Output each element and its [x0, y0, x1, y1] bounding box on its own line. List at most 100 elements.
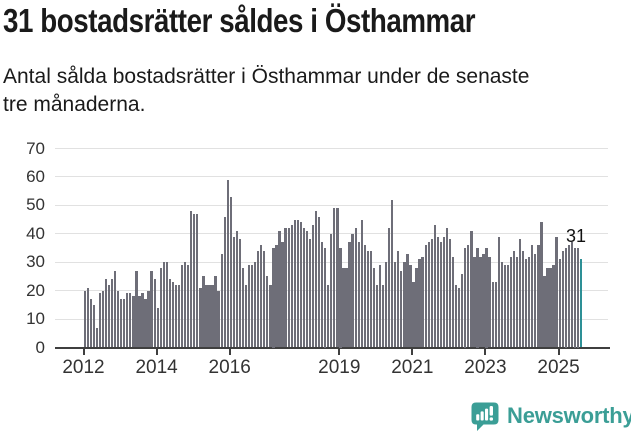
chart-bar: [180, 265, 184, 348]
chart-bar: [464, 248, 467, 348]
chart-bar: [284, 228, 287, 348]
chart-bar: [445, 228, 449, 348]
chart-bar: [287, 228, 290, 348]
chart-bar: [427, 242, 430, 348]
chart-bar: [391, 199, 394, 348]
chart-bar: [479, 256, 482, 348]
chart-bar: [150, 270, 153, 348]
chart-bar: [299, 222, 302, 348]
chart-bar: [135, 270, 138, 348]
newsworthy-logo: Newsworthy: [470, 399, 631, 433]
chart-bar: [257, 250, 260, 348]
chart-bar: [561, 250, 564, 348]
chart-bar: [317, 216, 321, 348]
x-axis-label: 2019: [318, 356, 361, 378]
chart-bar: [95, 327, 98, 348]
chart-bar: [272, 248, 275, 348]
chart-bar: [244, 284, 248, 348]
y-axis-label: 30: [26, 252, 45, 272]
chart-bar: [546, 267, 549, 348]
chart-bar: [305, 230, 309, 348]
y-gridline: [55, 148, 608, 149]
chart-bar: [482, 253, 485, 348]
chart-bar: [521, 250, 525, 348]
chart-bar: [190, 211, 193, 348]
chart-bar: [333, 208, 336, 348]
chart-bar: [503, 265, 506, 348]
chart-bar: [89, 299, 92, 348]
chart-bar: [381, 284, 385, 348]
chart-bar: [433, 225, 436, 348]
chart-bar: [314, 211, 318, 348]
y-axis-label: 50: [26, 195, 45, 215]
chart-subtitle: Antal sålda bostadsrätter i Östhammar un…: [3, 63, 529, 119]
x-axis-tick: [484, 348, 487, 355]
chart-bar: [250, 265, 254, 348]
chart-bar: [354, 228, 357, 348]
last-value-label: 31: [565, 226, 586, 246]
chart-bar: [86, 287, 89, 348]
chart-bar: [278, 230, 281, 348]
chart-bar: [543, 276, 546, 348]
chart-bar: [421, 256, 424, 348]
chart-bar: [302, 228, 306, 348]
chart-bar: [400, 270, 403, 348]
chart-bar: [183, 262, 187, 348]
x-axis-label: 2021: [391, 356, 434, 378]
x-axis-tick: [82, 348, 85, 355]
chart-bar: [573, 248, 577, 348]
chart-bar: [327, 284, 330, 348]
chart-bar: [366, 250, 369, 348]
chart-bar: [525, 259, 528, 348]
y-gridline: [55, 176, 608, 178]
y-gridline: [55, 204, 608, 206]
x-axis-label: 2012: [62, 356, 105, 378]
x-axis-label: 2014: [135, 356, 178, 378]
chart-bar: [254, 262, 257, 348]
chart-bar: [211, 284, 214, 348]
chart-bar: [372, 267, 376, 348]
chart-bar: [412, 282, 415, 348]
chart-bar: [147, 290, 150, 348]
chart-bar: [202, 276, 205, 348]
chart-bar: [107, 284, 111, 348]
chart-bar: [293, 219, 296, 348]
chart-bar: [153, 279, 156, 348]
y-axis-label: 70: [26, 138, 45, 158]
chart-bar: [451, 256, 455, 348]
chart-bar: [120, 299, 123, 348]
chart-bar: [406, 253, 409, 348]
chart-bar: [537, 245, 540, 348]
chart-bar: [528, 256, 531, 348]
x-axis-label: 2016: [208, 356, 251, 378]
chart-bar: [223, 216, 226, 348]
y-axis-label: 40: [26, 223, 45, 243]
chart-bar: [162, 262, 165, 348]
chart-bar: [348, 242, 351, 348]
chart-bar: [123, 299, 126, 348]
chart-bar: [308, 239, 312, 348]
chart-bar: [467, 245, 470, 348]
y-axis-label: 10: [26, 309, 45, 329]
chart-bar: [208, 284, 211, 348]
chart-bar: [138, 296, 141, 348]
chart-bar: [473, 256, 476, 348]
chart-bar: [232, 236, 235, 348]
chart-bar: [436, 236, 440, 348]
chart-bar: [199, 287, 202, 348]
chart-bar: [281, 242, 284, 348]
chart-bar: [214, 276, 217, 348]
chart-bar: [439, 242, 443, 348]
chart-bar: [409, 265, 412, 348]
chart-bar: [110, 279, 114, 348]
chart-bar: [104, 279, 108, 348]
chart-bar: [98, 293, 102, 348]
chart-bar: [509, 256, 513, 348]
chart-bar: [229, 196, 232, 348]
chart-bar: [360, 219, 363, 348]
chart-bar: [83, 290, 86, 348]
chart-bar: [321, 242, 324, 348]
chart-bar: [403, 262, 406, 348]
x-axis-line: [55, 346, 610, 349]
